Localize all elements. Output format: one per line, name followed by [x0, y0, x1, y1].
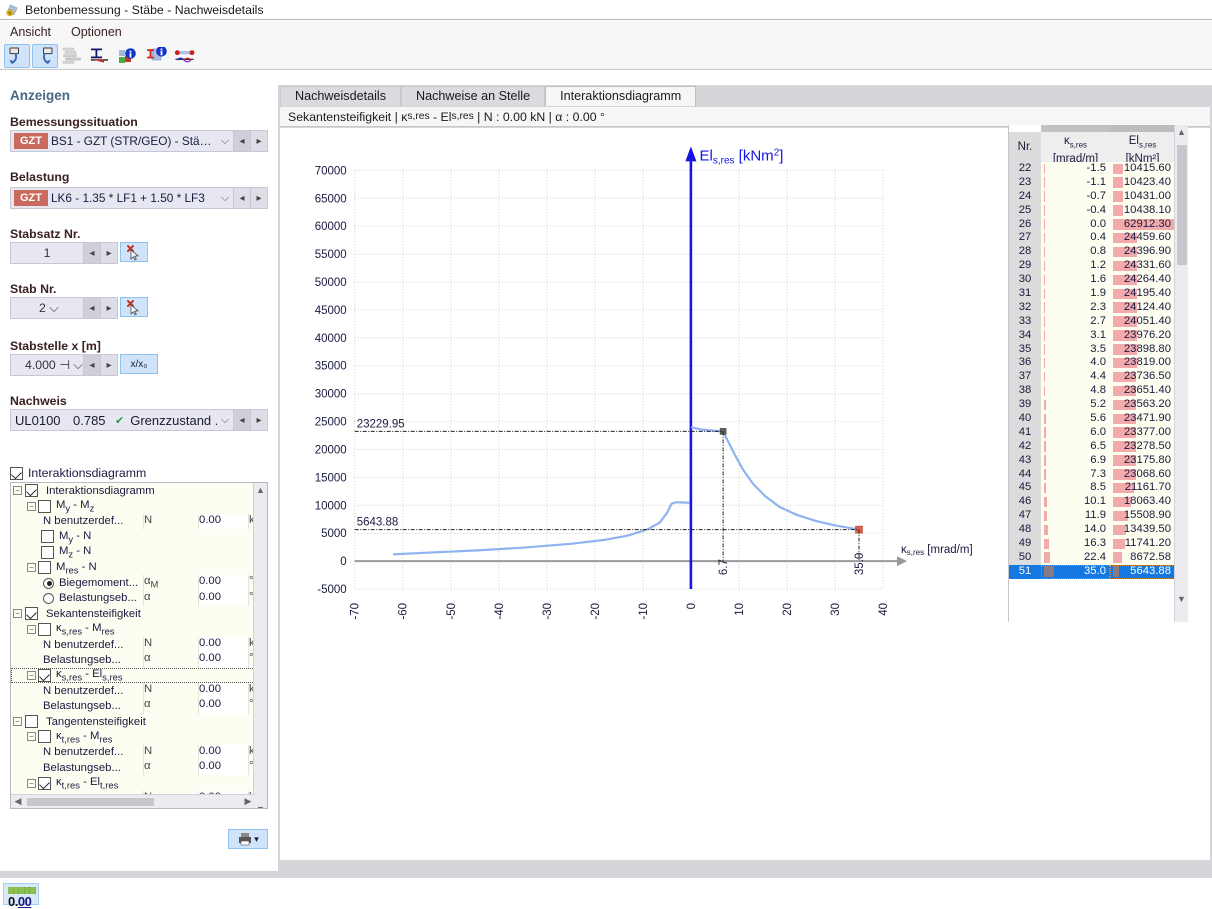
svg-text:Els,res [kNm2]: Els,res [kNm2]	[700, 148, 784, 167]
svg-text:40: 40	[878, 603, 890, 616]
svg-text:30: 30	[830, 603, 842, 616]
svg-text:23229.95: 23229.95	[357, 418, 405, 430]
svg-text:10: 10	[734, 603, 746, 616]
svg-text:35.0: 35.0	[854, 553, 866, 575]
svg-text:10000: 10000	[315, 500, 347, 512]
svg-text:-40: -40	[494, 603, 506, 620]
svg-text:-20: -20	[590, 603, 602, 620]
svg-text:55000: 55000	[315, 249, 347, 261]
svg-text:65000: 65000	[315, 193, 347, 205]
svg-text:40000: 40000	[315, 333, 347, 345]
svg-text:30000: 30000	[315, 389, 347, 401]
svg-text:κs,res [mrad/m]: κs,res [mrad/m]	[901, 544, 973, 557]
svg-text:70000: 70000	[315, 165, 347, 177]
svg-text:-5000: -5000	[317, 584, 346, 596]
svg-text:-60: -60	[398, 603, 410, 620]
svg-text:6.7: 6.7	[718, 559, 730, 575]
svg-text:20000: 20000	[315, 445, 347, 457]
svg-text:-30: -30	[542, 603, 554, 620]
svg-text:45000: 45000	[315, 305, 347, 317]
svg-text:0: 0	[686, 603, 698, 609]
svg-text:35000: 35000	[315, 361, 347, 373]
svg-text:5000: 5000	[321, 528, 347, 540]
svg-text:20: 20	[782, 603, 794, 616]
svg-text:50000: 50000	[315, 277, 347, 289]
svg-text:-50: -50	[446, 603, 458, 620]
svg-text:0: 0	[340, 556, 346, 568]
svg-text:60000: 60000	[315, 221, 347, 233]
svg-text:25000: 25000	[315, 417, 347, 429]
svg-text:15000: 15000	[315, 472, 347, 484]
svg-text:-70: -70	[350, 603, 362, 620]
svg-text:5643.88: 5643.88	[357, 517, 399, 529]
svg-text:-10: -10	[638, 603, 650, 620]
